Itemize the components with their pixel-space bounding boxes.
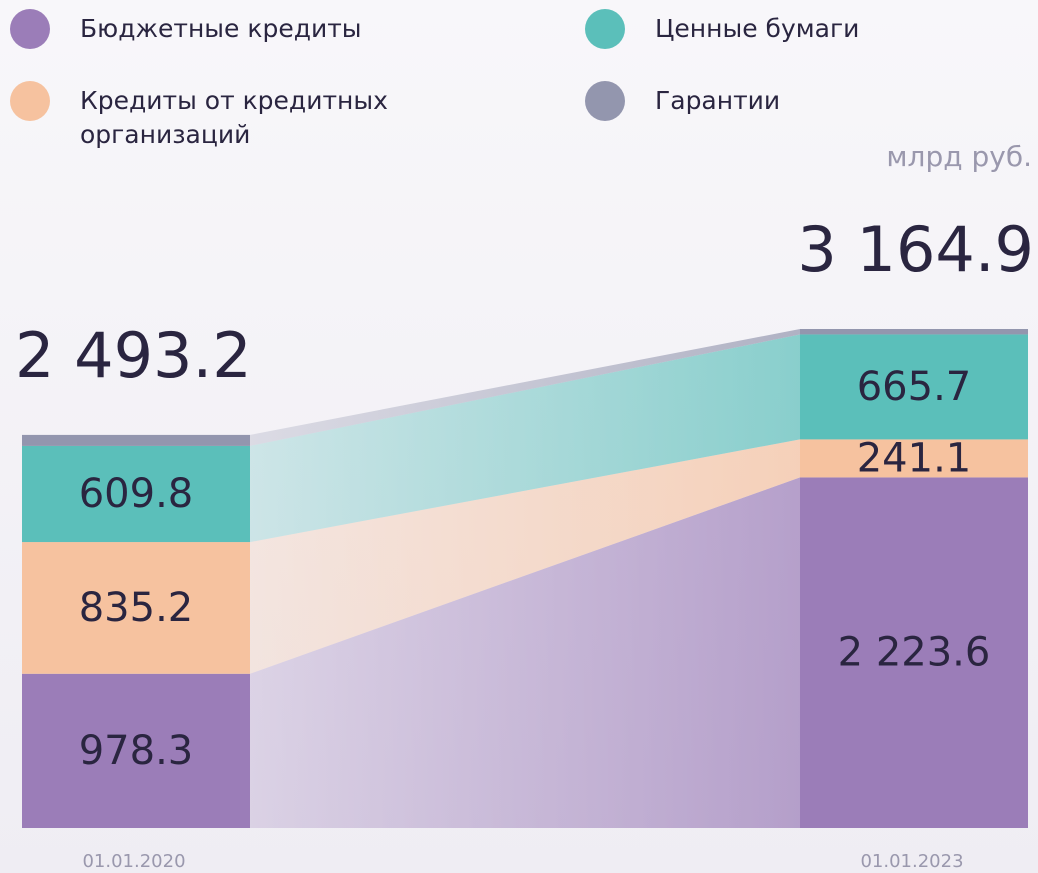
legend-item: Ценные бумаги xyxy=(585,9,985,49)
legend-item: Бюджетные кредиты xyxy=(10,9,410,49)
legend-swatch xyxy=(585,9,625,49)
legend-label: Ценные бумаги xyxy=(655,14,860,43)
bar-segment xyxy=(800,334,1028,440)
value-label: 665.7 xyxy=(857,364,972,410)
bar-segment xyxy=(22,673,250,828)
legend-label: Бюджетные кредиты xyxy=(80,14,362,43)
legend-label: Кредиты от кредитных организаций xyxy=(80,86,388,149)
flow xyxy=(250,477,800,828)
legend-swatch xyxy=(585,81,625,121)
legend-item: Кредиты от кредитных организаций xyxy=(10,81,430,152)
bar-segment xyxy=(800,329,1028,335)
legend-item: Гарантии xyxy=(585,81,985,121)
x-tick-label: 01.01.2020 xyxy=(82,851,185,872)
legend-swatch xyxy=(10,9,50,49)
unit-label: млрд руб. xyxy=(886,140,1032,173)
total-label: 3 164.9 xyxy=(797,213,1034,286)
bar-segment xyxy=(800,477,1028,828)
bar-segment xyxy=(22,445,250,543)
value-label: 2 223.6 xyxy=(838,630,991,676)
flow xyxy=(250,439,800,674)
value-label: 609.8 xyxy=(79,471,194,517)
flow xyxy=(250,329,800,446)
total-label: 2 493.2 xyxy=(15,319,252,392)
x-tick-label: 01.01.2023 xyxy=(860,851,963,872)
value-label: 978.3 xyxy=(79,728,194,774)
bar-segment xyxy=(22,434,250,446)
legend-swatch xyxy=(10,81,50,121)
flow xyxy=(250,334,800,543)
bar-segment xyxy=(800,439,1028,478)
legend-label: Гарантии xyxy=(655,86,781,115)
value-label: 241.1 xyxy=(857,435,972,481)
bar-segment xyxy=(22,542,250,674)
value-label: 835.2 xyxy=(79,585,194,631)
